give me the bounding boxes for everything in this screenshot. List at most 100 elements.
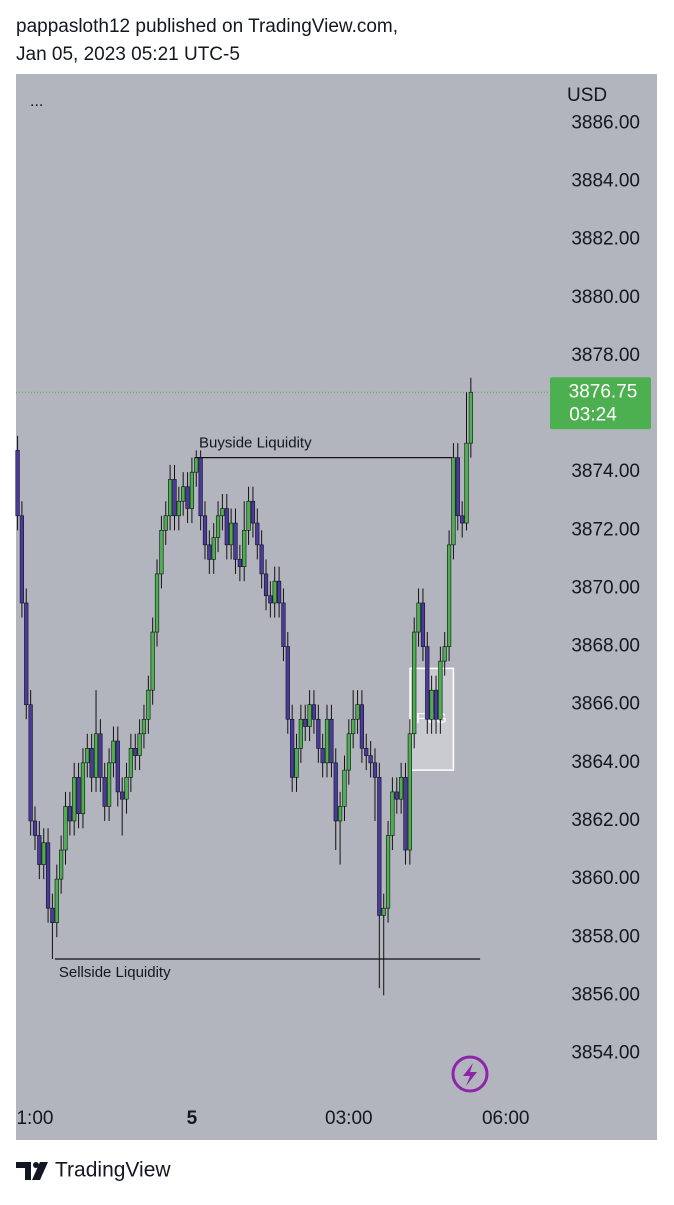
candle-body (115, 740, 120, 793)
candle-body (233, 522, 238, 560)
candle-body (446, 544, 452, 647)
candle-body (102, 777, 107, 807)
candle-body (425, 646, 430, 720)
candle-body (163, 515, 168, 531)
candle-body (194, 457, 199, 473)
candle-body (67, 806, 72, 822)
candle-body (89, 748, 94, 778)
candle-body (412, 631, 417, 735)
x-tick-label: 5 (187, 1108, 198, 1129)
y-tick-label: 3864.00 (571, 752, 640, 773)
candle-body (311, 704, 317, 720)
candle-body (220, 508, 225, 517)
candle-body (316, 718, 321, 749)
candle-body (207, 544, 212, 560)
logo-part (33, 1162, 39, 1168)
candle-body (259, 544, 264, 575)
candle-body (320, 748, 325, 764)
candle-body (272, 580, 277, 604)
candle-body (429, 689, 434, 720)
candle-body (394, 791, 399, 800)
candle-body (255, 522, 260, 546)
candle-body (98, 733, 103, 778)
chart-panel (16, 74, 657, 1140)
candle-body (176, 500, 181, 517)
candle-body (80, 762, 86, 815)
candle-body (50, 907, 55, 924)
y-tick-label: 3862.00 (571, 810, 640, 831)
candle-body (28, 704, 33, 822)
candle-body (246, 500, 251, 531)
x-tick-label: 03:00 (325, 1108, 373, 1129)
candle-body (120, 791, 125, 800)
candle-body (407, 733, 412, 851)
candle-body (438, 660, 443, 720)
candle-body (333, 762, 338, 822)
candle-body (355, 704, 360, 720)
candle-body (54, 878, 59, 924)
header-publisher: pappasloth12 published on TradingView.co… (16, 16, 398, 37)
candle-body (237, 559, 242, 567)
candle-body (76, 777, 81, 815)
candle-body (468, 391, 473, 444)
candle-body (346, 733, 351, 771)
candle-body (329, 718, 334, 764)
candle-body (128, 748, 133, 778)
candle-body (15, 450, 20, 517)
candle-body (172, 479, 177, 517)
candle-body (141, 718, 147, 735)
lightning-icon (463, 1063, 477, 1086)
logo-part (32, 1162, 48, 1180)
liquidity-label: Buyside Liquidity (199, 435, 312, 452)
candle-body (146, 689, 151, 720)
candle-body (32, 820, 38, 836)
candle-body (268, 595, 273, 604)
y-tick-label: 3854.00 (571, 1043, 640, 1064)
candle-body (324, 718, 330, 764)
candle-body (202, 515, 208, 546)
candle-body (294, 748, 299, 778)
candle-body (298, 718, 303, 749)
candle-body (372, 762, 378, 778)
candle-body (242, 530, 247, 567)
candle-body (37, 835, 42, 865)
y-tick-label: 3882.00 (571, 229, 640, 250)
y-tick-label: 3868.00 (571, 636, 640, 657)
y-tick-label: 3880.00 (571, 287, 640, 308)
candle-body (124, 777, 129, 800)
candle-body (189, 471, 195, 509)
candle-body (420, 602, 426, 647)
candle-body (63, 806, 68, 851)
candle-body (303, 718, 308, 727)
candle-body (167, 479, 173, 517)
candle-body (111, 740, 116, 764)
menu-dots[interactable]: ... (30, 93, 43, 110)
candle-body (442, 646, 447, 662)
candle-body (451, 457, 456, 546)
candle-body (229, 522, 234, 546)
x-tick-label: 1:00 (16, 1108, 53, 1129)
candle-body (460, 515, 465, 524)
candle-body (41, 842, 46, 865)
candle-body (433, 689, 439, 720)
candle-body (215, 515, 221, 538)
footer-logo (16, 1162, 48, 1180)
y-tick-label: 3860.00 (571, 868, 640, 889)
header-timestamp: Jan 05, 2023 05:21 UTC-5 (16, 44, 240, 65)
lightning-button[interactable] (451, 1055, 489, 1093)
candle-body (364, 748, 369, 756)
candle-body (72, 777, 77, 822)
candle-body (464, 442, 469, 524)
candle-body (19, 515, 25, 604)
footer-brand: TradingView (55, 1159, 171, 1182)
candle-body (390, 791, 395, 836)
x-tick-label: 06:00 (482, 1108, 530, 1129)
candle-body (276, 580, 282, 604)
candle-body (281, 602, 286, 647)
candle-body (416, 602, 421, 633)
currency-label: USD (567, 85, 607, 106)
candle-body (93, 733, 99, 778)
y-tick-label: 3866.00 (571, 694, 640, 715)
candle-body (455, 457, 460, 517)
